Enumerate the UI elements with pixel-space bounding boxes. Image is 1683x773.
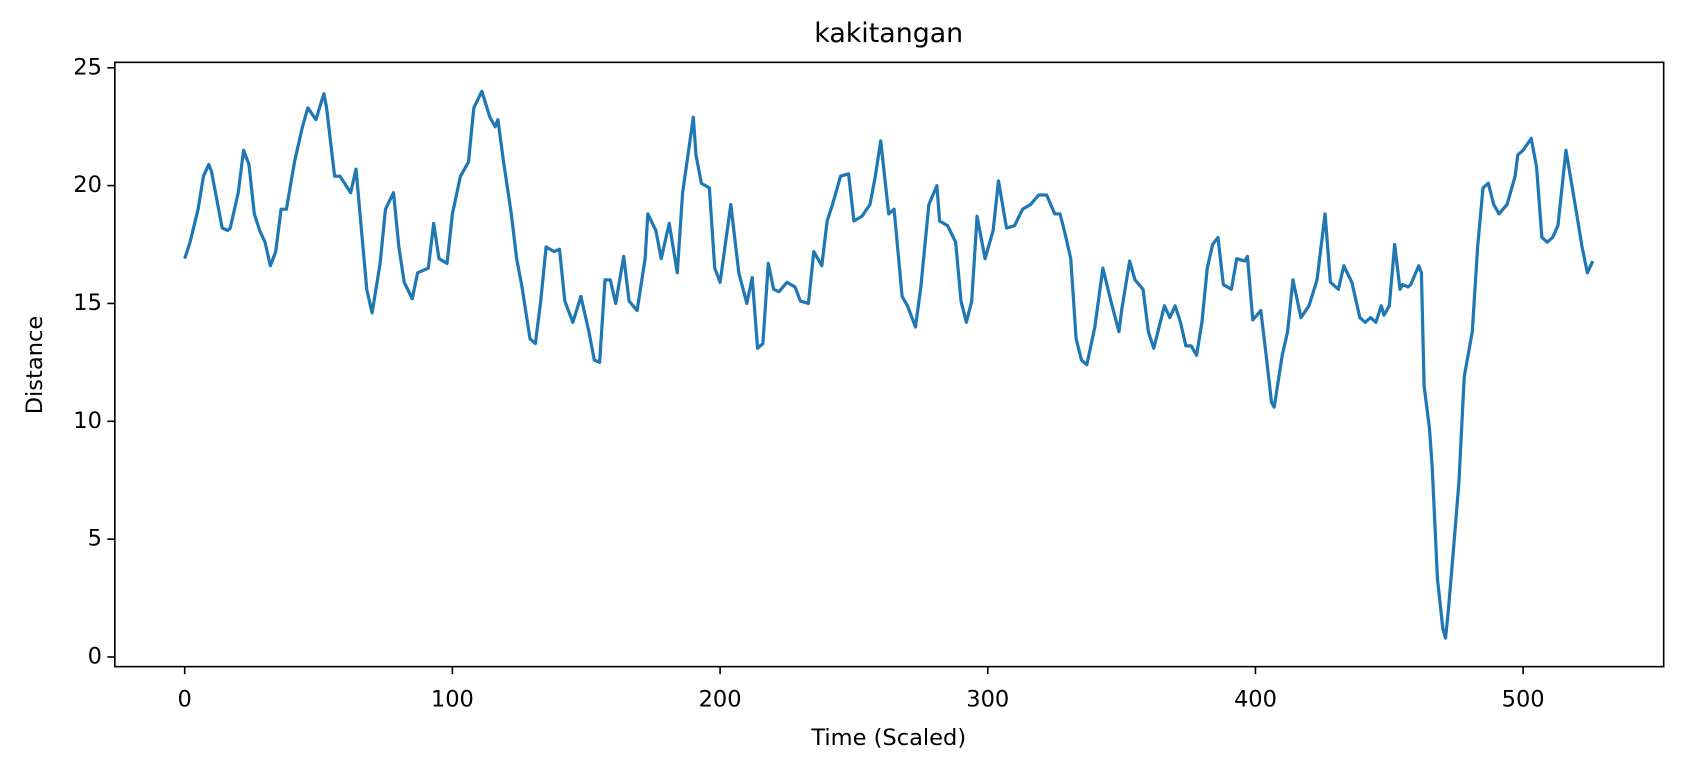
y-tick-label: 5 <box>88 526 102 552</box>
y-tick-label: 20 <box>73 172 102 198</box>
x-tick-label: 200 <box>699 686 742 712</box>
y-tick-label: 10 <box>73 408 102 434</box>
x-tick-label: 400 <box>1234 686 1277 712</box>
x-tick-label: 300 <box>966 686 1009 712</box>
x-tick-label: 100 <box>431 686 474 712</box>
chart-title: kakitangan <box>814 18 963 49</box>
data-line <box>183 89 1595 640</box>
y-tick-label: 15 <box>73 290 102 316</box>
x-axis-label: Time (Scaled) <box>810 725 966 751</box>
x-tick-label: 500 <box>1502 686 1545 712</box>
y-axis-label: Distance <box>22 316 48 415</box>
x-tick-label: 0 <box>178 686 192 712</box>
plot-frame <box>114 61 1665 668</box>
y-tick-label: 0 <box>88 643 102 669</box>
y-tick-label: 25 <box>73 54 102 80</box>
